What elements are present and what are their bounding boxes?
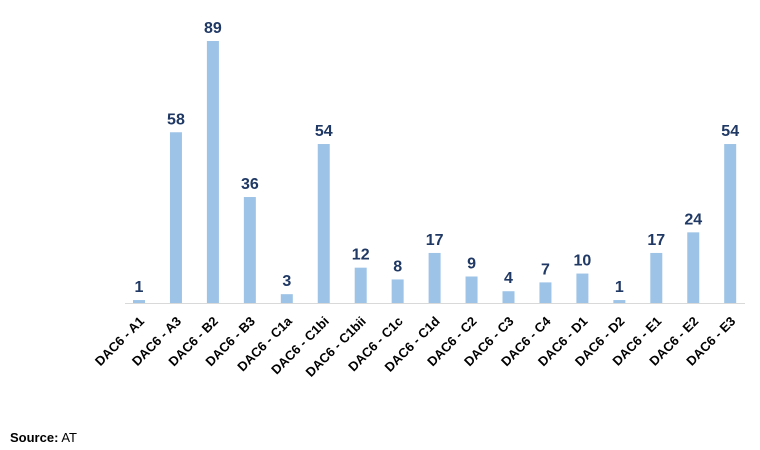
value-label: 10 — [574, 253, 592, 270]
value-label: 12 — [352, 247, 370, 264]
bar — [133, 300, 145, 303]
bar — [687, 232, 700, 303]
value-label: 4 — [504, 270, 513, 287]
value-label: 3 — [282, 273, 291, 290]
value-label: 54 — [721, 123, 739, 140]
value-label: 24 — [684, 211, 702, 228]
source: AT — [61, 430, 77, 445]
bar — [280, 294, 293, 303]
bar — [502, 291, 515, 303]
bar — [539, 282, 552, 303]
value-label: 7 — [541, 261, 550, 278]
value-label: 9 — [467, 256, 476, 273]
value-label: 58 — [167, 111, 185, 128]
bar — [650, 252, 663, 303]
value-label: 17 — [647, 232, 665, 249]
source-label: Source: — [10, 430, 58, 445]
bar — [613, 300, 626, 303]
bar — [465, 276, 478, 303]
bar — [391, 279, 404, 303]
bar — [206, 41, 219, 303]
bar — [169, 132, 182, 303]
bar — [576, 273, 589, 303]
bar — [354, 267, 367, 303]
bar — [317, 144, 330, 303]
value-label: 17 — [426, 232, 444, 249]
value-label: 1 — [135, 279, 144, 296]
bar — [724, 144, 737, 303]
value-label: 89 — [204, 20, 222, 37]
value-label: 36 — [241, 176, 259, 193]
source-note: Source: AT — [10, 430, 77, 445]
value-label: 8 — [393, 258, 402, 275]
value-label: 54 — [315, 123, 333, 140]
bar — [243, 197, 256, 303]
value-label: 1 — [615, 279, 624, 296]
bar — [428, 252, 441, 303]
